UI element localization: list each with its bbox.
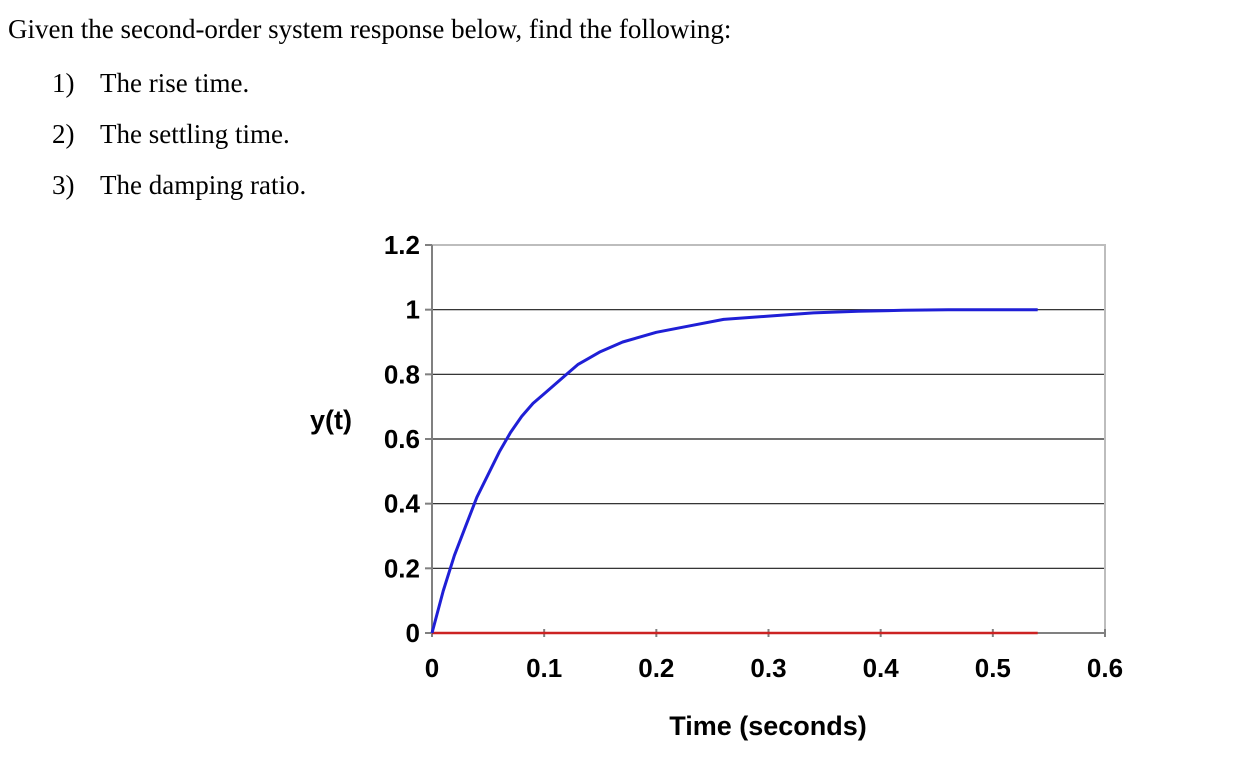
question-intro: Given the second-order system response b… xyxy=(8,14,732,44)
series-lines xyxy=(430,308,1038,635)
question-item-2: 2) The settling time. xyxy=(52,117,290,151)
y-tick-label: 1.2 xyxy=(384,230,420,260)
question-text: Given the second-order system response b… xyxy=(8,12,732,200)
x-tick-label: 0.2 xyxy=(638,653,674,683)
item-text: The damping ratio. xyxy=(100,170,307,200)
x-tick-label: 0.6 xyxy=(1087,653,1123,683)
grid-lines xyxy=(432,309,1105,569)
item-number: 3) xyxy=(52,170,75,200)
y-tick-label: 0.8 xyxy=(384,359,420,389)
y-tick-label: 0.4 xyxy=(384,489,421,519)
x-tick-label: 0.3 xyxy=(750,653,786,683)
y-tick-label: 0 xyxy=(406,618,420,648)
item-number: 2) xyxy=(52,119,75,149)
x-tick-label: 0.4 xyxy=(863,653,900,683)
x-axis-label: Time (seconds) xyxy=(669,711,867,741)
axis-ticks xyxy=(425,244,1106,637)
y-tick-label: 0.2 xyxy=(384,553,420,583)
x-tick-label: 0.1 xyxy=(526,653,562,683)
item-number: 1) xyxy=(52,68,75,98)
tick-labels: 0 0.2 0.4 0.6 0.8 1 1.2 0 0.1 0.2 0.3 0.4 0.5 0.6 xyxy=(384,230,1123,683)
y-axis-label: y(t) xyxy=(310,405,352,435)
x-tick-label: 0.5 xyxy=(975,653,1011,683)
response-curve xyxy=(430,308,1038,634)
item-text: The settling time. xyxy=(100,119,290,149)
item-text: The rise time. xyxy=(100,68,250,98)
x-tick-label: 0 xyxy=(425,653,439,683)
question-item-3: 3) The damping ratio. xyxy=(52,168,306,202)
y-tick-label: 0.6 xyxy=(384,424,420,454)
y-tick-label: 1 xyxy=(406,295,420,325)
question-item-1: 1) The rise time. xyxy=(52,66,249,100)
